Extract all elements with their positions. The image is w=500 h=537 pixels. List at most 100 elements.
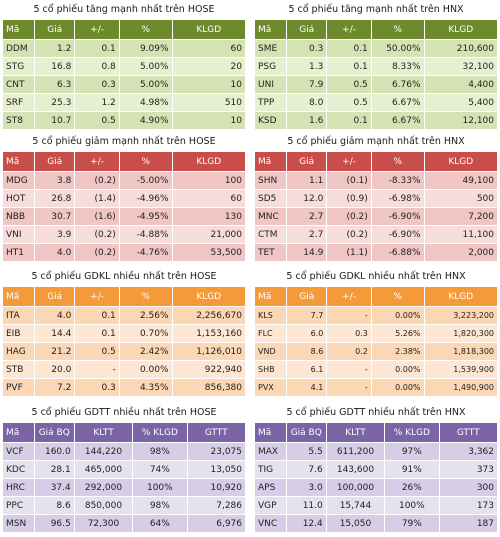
- column-header: % KLGD: [133, 423, 187, 442]
- value-cell: 0.1: [75, 307, 119, 324]
- value-cell: 6.67%: [371, 94, 424, 111]
- table-row: SHN 1.1 (0.1) -8.33% 49,100: [255, 172, 497, 189]
- value-cell: 0.3: [287, 40, 327, 57]
- value-cell: 49,100: [424, 172, 497, 189]
- value-cell: 11,100: [424, 226, 497, 243]
- column-header: %: [371, 287, 424, 306]
- value-cell: 13,050: [187, 461, 245, 478]
- column-header: +/-: [327, 152, 371, 171]
- value-cell: 4.35%: [119, 379, 172, 396]
- table-row: TIG 7.6 143,600 91% 373: [255, 461, 497, 478]
- value-cell: -6.98%: [371, 190, 424, 207]
- value-cell: 0.1: [327, 40, 371, 57]
- value-cell: 60: [172, 190, 245, 207]
- column-header: +/-: [75, 287, 119, 306]
- value-cell: 6.1: [287, 361, 327, 378]
- ticker-cell: TIG: [255, 461, 286, 478]
- ticker-cell: KSD: [255, 112, 287, 129]
- ticker-cell: ITA: [3, 307, 35, 324]
- ticker-cell: KDC: [3, 461, 34, 478]
- value-cell: 1,818,300: [424, 343, 497, 360]
- panel-title: 5 cổ phiếu GDTT nhiều nhất trên HNX: [286, 407, 466, 418]
- column-header: KLGD: [172, 152, 245, 171]
- table-row: FLC 6.0 0.3 5.26% 1,820,300: [255, 325, 497, 342]
- column-header: KLGD: [424, 20, 497, 39]
- value-cell: 0.8: [75, 58, 119, 75]
- value-cell: 20.0: [35, 361, 75, 378]
- ticker-cell: PSG: [255, 58, 287, 75]
- value-cell: 10: [172, 112, 245, 129]
- value-cell: 2.38%: [371, 343, 424, 360]
- value-cell: 0.1: [327, 112, 371, 129]
- value-cell: -: [327, 361, 371, 378]
- stock-table: Mã Giá +/-% KLGD ITA 4.0 0.1 2.56% 2,256,670 EIB 1…: [2, 286, 246, 397]
- value-cell: 30.7: [35, 208, 75, 225]
- value-cell: 856,380: [172, 379, 245, 396]
- column-header: Giá: [35, 152, 75, 171]
- table-row: EIB 14.4 0.1 0.70% 1,153,160: [3, 325, 245, 342]
- value-cell: (1.4): [75, 190, 119, 207]
- ticker-cell: ST8: [3, 112, 35, 129]
- value-cell: 1,153,160: [172, 325, 245, 342]
- ticker-cell: SRF: [3, 94, 35, 111]
- ticker-cell: UNI: [255, 76, 287, 93]
- table-row: NBB 30.7 (1.6) -4.95% 130: [3, 208, 245, 225]
- value-cell: 1.6: [287, 112, 327, 129]
- value-cell: 7.7: [287, 307, 327, 324]
- value-cell: -5.00%: [119, 172, 172, 189]
- column-header: Mã: [255, 423, 286, 442]
- value-cell: 7.9: [287, 76, 327, 93]
- ticker-cell: STG: [3, 58, 35, 75]
- ticker-cell: VGP: [255, 497, 286, 514]
- value-cell: 373: [439, 461, 497, 478]
- value-cell: -: [327, 379, 371, 396]
- ticker-cell: VCF: [3, 443, 34, 460]
- table-row: TPP 8.0 0.5 6.67% 5,400: [255, 94, 497, 111]
- panel-title: 5 cổ phiếu GDKL nhiều nhất trên HNX: [286, 271, 466, 282]
- table-row: VND 8.6 0.2 2.38% 1,818,300: [255, 343, 497, 360]
- ticker-cell: EIB: [3, 325, 35, 342]
- value-cell: 100: [172, 172, 245, 189]
- value-cell: 1,490,900: [424, 379, 497, 396]
- value-cell: 14.4: [35, 325, 75, 342]
- value-cell: 130: [172, 208, 245, 225]
- ticker-cell: STB: [3, 361, 35, 378]
- table-row: SME 0.3 0.1 50.00% 210,600: [255, 40, 497, 57]
- value-cell: 922,940: [172, 361, 245, 378]
- value-cell: 2.42%: [119, 343, 172, 360]
- value-cell: 0.00%: [119, 361, 172, 378]
- value-cell: 7,200: [424, 208, 497, 225]
- value-cell: 5.5: [286, 443, 326, 460]
- value-cell: 5.26%: [371, 325, 424, 342]
- value-cell: 465,000: [74, 461, 133, 478]
- value-cell: 32,100: [424, 58, 497, 75]
- value-cell: 8.6: [287, 343, 327, 360]
- column-header: KLTT: [326, 423, 385, 442]
- ticker-cell: PPC: [3, 497, 34, 514]
- value-cell: 0.1: [327, 58, 371, 75]
- ticker-cell: TET: [255, 244, 287, 261]
- value-cell: 850,000: [74, 497, 133, 514]
- value-cell: 98%: [133, 497, 187, 514]
- value-cell: 100%: [133, 479, 187, 496]
- column-header: KLGD: [424, 287, 497, 306]
- value-cell: 26.8: [35, 190, 75, 207]
- value-cell: 2.7: [287, 226, 327, 243]
- value-cell: 0.3: [327, 325, 371, 342]
- value-cell: 60: [172, 40, 245, 57]
- table-row: PSG 1.3 0.1 8.33% 32,100: [255, 58, 497, 75]
- column-header: +/-: [75, 152, 119, 171]
- value-cell: 72,300: [74, 515, 133, 532]
- value-cell: 1,126,010: [172, 343, 245, 360]
- column-header: Mã: [255, 152, 287, 171]
- value-cell: 0.00%: [371, 307, 424, 324]
- value-cell: 97%: [385, 443, 439, 460]
- value-cell: 500: [424, 190, 497, 207]
- table-row: PPC 8.6 850,000 98% 7,286: [3, 497, 245, 514]
- value-cell: (0.9): [327, 190, 371, 207]
- value-cell: 0.5: [75, 343, 119, 360]
- column-header: Mã: [3, 20, 35, 39]
- value-cell: 8.33%: [371, 58, 424, 75]
- table-row: APS 3.0 100,000 26% 300: [255, 479, 497, 496]
- ticker-cell: MAX: [255, 443, 286, 460]
